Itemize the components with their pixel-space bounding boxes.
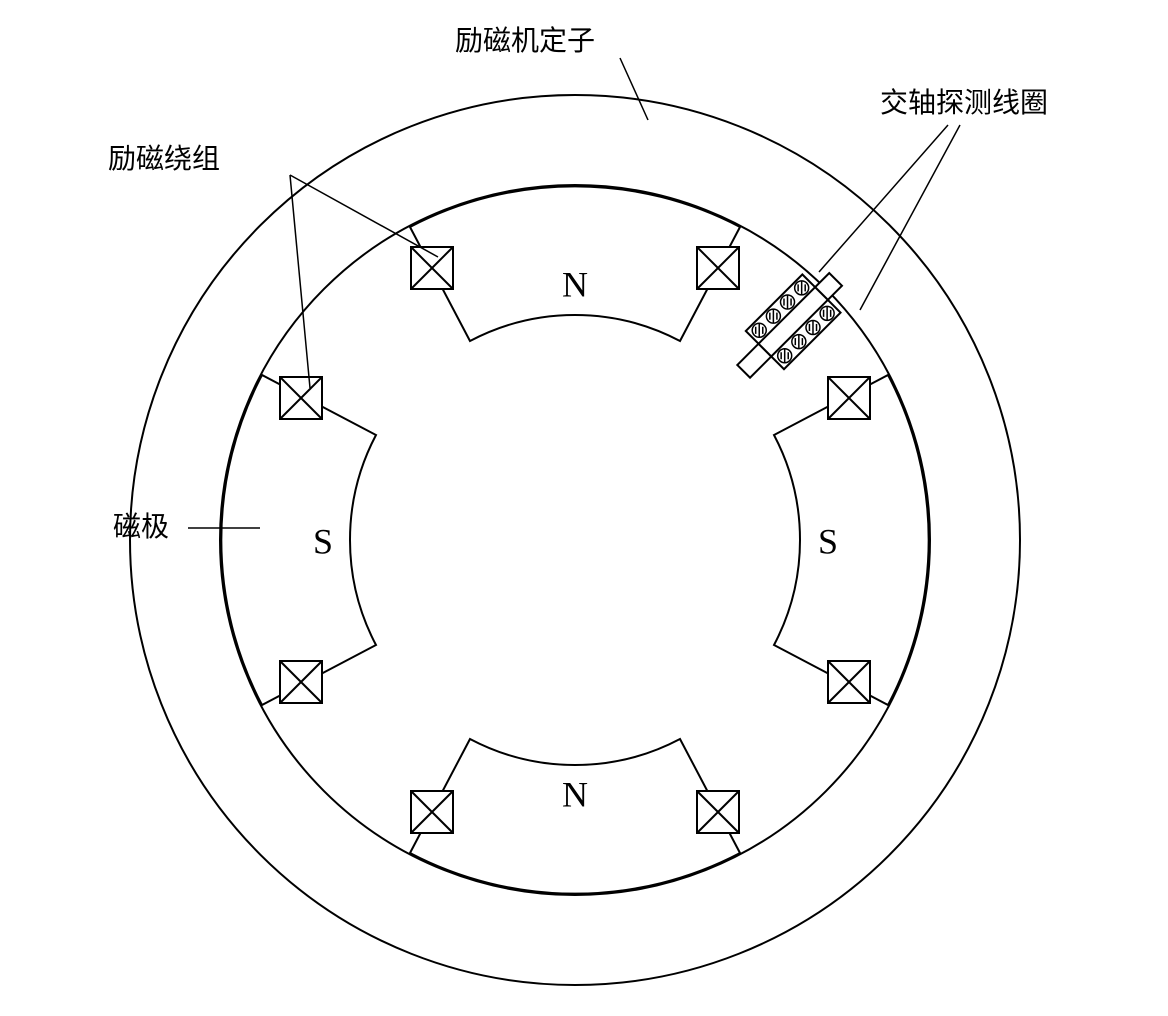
winding-left-top [280, 377, 322, 419]
winding-top-right [697, 247, 739, 289]
winding-left-bottom [280, 661, 322, 703]
label-pole: 磁极 [113, 511, 169, 543]
label-detection-coil: 交轴探测线圈 [880, 87, 1048, 119]
winding-right-top [828, 377, 870, 419]
winding-right-bottom [828, 661, 870, 703]
exciter-stator-diagram: N S N S [0, 0, 1168, 1016]
label-winding: 励磁绕组 [108, 143, 220, 175]
pole-right-letter: S [818, 521, 838, 561]
pole-top-letter: N [562, 264, 588, 304]
pole-bottom-letter: N [562, 774, 588, 814]
winding-bottom-right [697, 791, 739, 833]
winding-bottom-left [411, 791, 453, 833]
label-stator: 励磁机定子 [455, 25, 595, 57]
pole-left-letter: S [313, 521, 333, 561]
